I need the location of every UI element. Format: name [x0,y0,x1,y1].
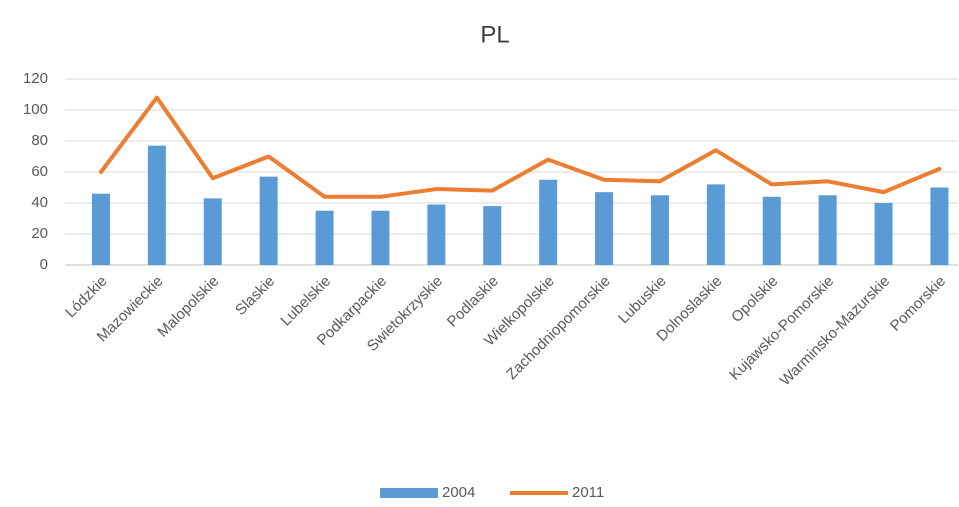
bar [315,210,334,265]
y-tick-label: 40 [31,194,48,211]
legend-label: 2004 [442,484,475,501]
bar [91,193,110,265]
y-tick-label: 60 [31,163,48,180]
bar [650,195,669,265]
bar [539,179,558,265]
bar [259,176,278,265]
legend-swatch [380,488,438,498]
y-tick-label: 80 [31,132,48,149]
x-tick-label: Lubelskie [277,273,334,330]
y-tick-label: 0 [40,256,48,273]
bar [930,187,949,265]
x-tick-label: Kujawsko-Pomorskie [726,273,837,384]
chart-title: PL [480,21,509,48]
bar [371,210,390,265]
x-tick-label: Podlaskie [444,273,502,331]
x-tick-label: Opolskie [728,273,781,326]
bar [483,206,502,265]
x-tick-label: Lubuskie [615,273,669,327]
bar [595,192,614,265]
bar [147,145,166,265]
x-tick-label: Zachodniopomorskie [503,273,613,383]
bar [874,203,893,265]
bar [818,195,837,265]
legend-label: 2011 [572,484,604,501]
bar [762,196,781,265]
x-tick-label: Lódzkie [62,273,111,322]
y-tick-label: 20 [31,225,48,242]
bar [203,198,222,265]
y-tick-label: 120 [23,70,48,87]
x-tick-label: Slaskie [232,273,278,319]
bar [706,184,725,265]
y-tick-label: 100 [23,101,48,118]
x-tick-label: Pomorskie [887,273,949,335]
x-tick-label: Warminsko-Mazurskie [777,273,894,390]
bar [427,204,446,265]
line [98,95,942,199]
